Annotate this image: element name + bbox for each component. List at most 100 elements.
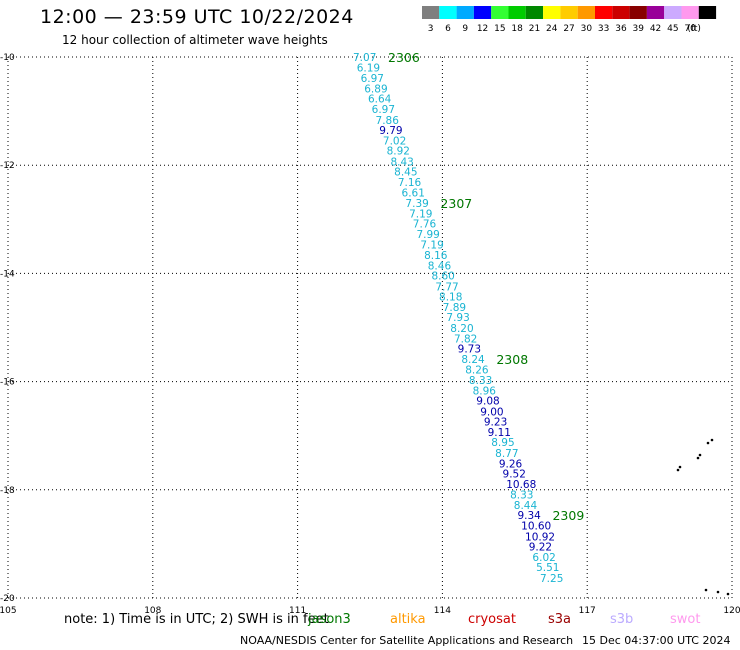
wave-height-label: 8.46: [428, 260, 452, 272]
wave-height-label: 7.82: [454, 333, 477, 345]
wave-height-label: 8.45: [394, 167, 417, 179]
wave-height-label: 7.19: [409, 208, 432, 220]
wave-height-label: 7.19: [420, 240, 443, 252]
legend-label: 3: [428, 24, 434, 34]
legend-swatch: [698, 6, 717, 19]
legend-swatch: [629, 6, 647, 19]
legend-label: 45: [667, 24, 678, 34]
legend-label: 70: [684, 24, 696, 34]
island-coastline: [676, 468, 680, 472]
legend-label: 18: [511, 24, 523, 34]
credit-text: NOAA/NESDIS Center for Satellite Applica…: [240, 634, 574, 647]
legend-label: 12: [477, 24, 488, 34]
wave-height-label: 8.60: [431, 271, 454, 283]
wave-height-label: 7.86: [376, 115, 400, 127]
satellite-label-jason3: jason3: [308, 612, 351, 627]
legend-swatch: [681, 6, 699, 19]
legend-label: 27: [563, 24, 574, 34]
latitude-tick-label: -12: [0, 161, 15, 171]
legend-swatch: [439, 6, 457, 19]
wave-height-label: 9.73: [458, 344, 481, 356]
generated-timestamp: 15 Dec 04:37:00 UTC 2024: [582, 634, 731, 647]
wave-height-label: 7.93: [446, 312, 469, 324]
legend-swatch: [422, 6, 440, 19]
wave-height-label: 7.25: [540, 573, 563, 585]
island-coastline: [696, 456, 700, 460]
satellite-label-s3a: s3a: [548, 612, 572, 627]
legend-swatch: [508, 6, 526, 19]
island-coastline: [706, 441, 710, 445]
wave-height-label: 8.92: [387, 146, 410, 158]
island-coastline: [710, 438, 714, 442]
wave-height-label: 10.68: [506, 479, 536, 491]
latitude-tick-label: -20: [0, 594, 15, 604]
wave-height-label: 9.23: [484, 417, 507, 429]
wave-height-label: 9.11: [488, 427, 511, 439]
pass-time-label: 2308: [496, 352, 528, 367]
wave-height-legend: 3 6 9 12 15 18 21 24 27 30 33 36 39 42 45 70(ft): [422, 6, 717, 34]
wave-height-label: 10.60: [521, 521, 551, 533]
wave-height-label: 5.51: [536, 562, 559, 574]
legend-label: 15: [494, 24, 505, 34]
wave-height-label: 7.39: [405, 198, 428, 210]
wave-height-label: 8.18: [439, 292, 462, 304]
wave-height-label: 7.99: [416, 229, 439, 241]
longitude-tick-label: 111: [289, 606, 306, 616]
longitude-tick-label: 108: [144, 606, 161, 616]
longitude-tick-label: 105: [0, 606, 17, 616]
legend-swatch: [473, 6, 492, 19]
latitude-tick-label: -16: [0, 378, 15, 388]
legend-swatch: [646, 6, 665, 19]
wave-height-label: 9.22: [529, 542, 552, 554]
wave-height-label: 8.77: [495, 448, 518, 460]
island-coastline: [698, 453, 702, 457]
page-title: 12:00 — 23:59 UTC 10/22/2024: [40, 6, 354, 28]
island-coastline: [726, 592, 730, 596]
island-coastline: [716, 590, 720, 594]
legend-swatch: [543, 6, 561, 19]
wave-height-label: 9.79: [379, 125, 402, 137]
legend-swatch: [577, 6, 595, 19]
wave-height-label: 6.97: [372, 104, 395, 116]
legend-label: 39: [633, 24, 645, 34]
satellite-label-cryosat: cryosat: [468, 612, 516, 627]
wave-height-label: 9.26: [499, 458, 523, 470]
wave-height-label: 9.52: [503, 469, 526, 481]
legend-label: 42: [650, 24, 661, 34]
wave-height-label: 8.95: [491, 437, 514, 449]
wave-height-label: 7.77: [435, 281, 458, 293]
wave-height-label: 6.89: [364, 83, 387, 95]
legend-label: 33: [598, 24, 609, 34]
wave-height-label: 7.89: [443, 302, 466, 314]
legend-label: 21: [529, 24, 540, 34]
latitude-tick-label: -10: [0, 53, 15, 63]
legend-label: 30: [581, 24, 593, 34]
wave-height-label: 8.44: [514, 500, 538, 512]
legend-swatch: [595, 6, 613, 19]
pass-time-label: 2306: [388, 50, 420, 65]
legend-swatch: [525, 6, 544, 19]
wave-height-label: 7.76: [413, 219, 437, 231]
wave-height-label: 8.20: [450, 323, 473, 335]
wave-height-label: 8.26: [465, 365, 489, 377]
legend-label: 9: [462, 24, 468, 34]
wave-height-label: 6.19: [357, 62, 380, 74]
satellite-label-swot: swot: [670, 612, 701, 627]
island-coastline: [704, 588, 708, 592]
wave-height-label: 6.97: [361, 73, 384, 85]
wave-height-label: 8.24: [461, 354, 485, 366]
wave-height-label: 9.34: [517, 510, 541, 522]
wave-height-label: 7.16: [398, 177, 422, 189]
longitude-tick-label: 117: [579, 606, 596, 616]
wave-height-label: 8.43: [390, 156, 413, 168]
legend-label: 6: [445, 24, 451, 34]
longitude-tick-label: 120: [723, 606, 740, 616]
legend-label: 36: [615, 24, 627, 34]
wave-height-label: 7.07: [353, 52, 376, 64]
wave-height-label: 9.08: [476, 396, 499, 408]
wave-height-label: 8.96: [473, 385, 497, 397]
wave-height-label: 6.02: [532, 552, 555, 564]
satellite-label-s3b: s3b: [610, 612, 634, 627]
legend-swatch: [456, 6, 474, 19]
